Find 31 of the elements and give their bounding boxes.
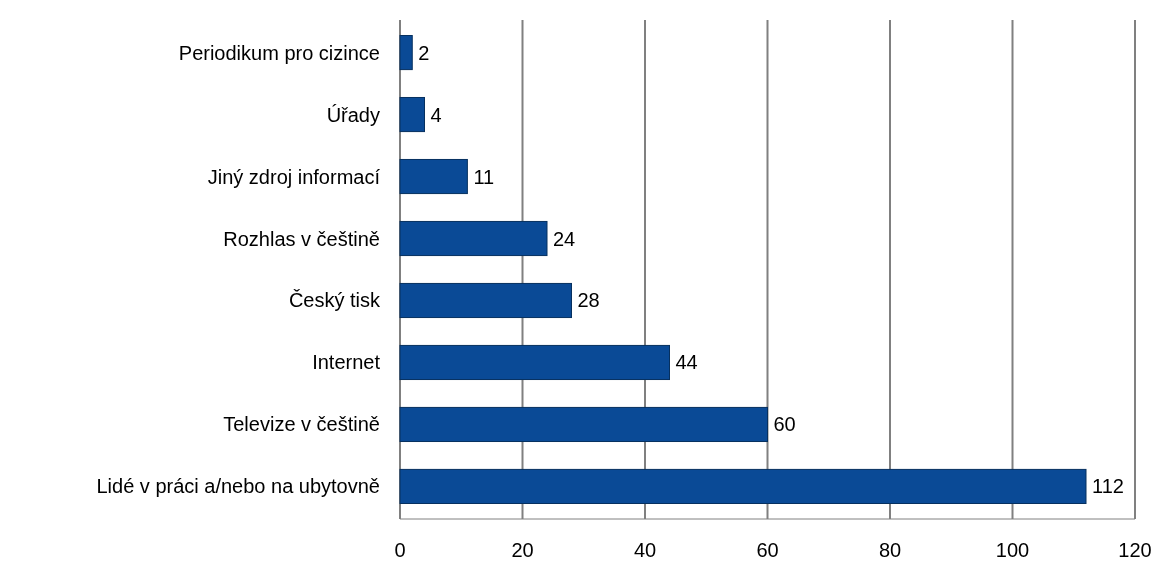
data-label: 2 [418,41,430,64]
data-label: 4 [430,103,442,126]
bar [399,220,548,257]
y-tick-label: Jiný zdroj informací [207,165,381,188]
y-tick-label: Internet [312,351,381,374]
data-label: 11 [473,165,495,188]
bar [399,468,1087,504]
x-tick-label: 60 [756,539,779,561]
y-tick-label: Český tisk [288,289,381,312]
y-tick-label: Televize v češtině [223,413,380,436]
x-tick-label: 40 [633,539,657,561]
bar [399,406,768,443]
data-label: 24 [553,227,576,250]
data-label: 112 [1092,475,1124,498]
x-tick-label: 100 [995,539,1030,561]
bar [399,282,572,319]
data-label: 28 [577,289,600,312]
data-label: 44 [675,351,698,374]
bar [399,344,670,381]
data-label: 60 [773,413,796,436]
y-tick-label: Lidé v práci a/nebo na ubytovně [96,475,380,498]
x-tick-label: 20 [511,539,534,561]
bar [399,158,468,195]
x-tick-label: 0 [394,539,406,561]
bar [399,35,413,71]
y-tick-label: Periodikum pro cizince [178,41,380,64]
x-tick-label: 80 [878,539,902,561]
y-tick-label: Úřady [326,103,380,126]
bar [399,96,425,133]
x-tick-label: 120 [1118,539,1152,561]
y-tick-label: Rozhlas v češtině [223,227,380,250]
